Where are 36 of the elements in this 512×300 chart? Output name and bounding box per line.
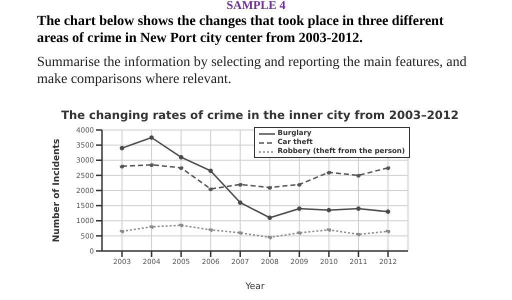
- y-axis-title: Number of Incidents: [52, 138, 62, 242]
- point: [356, 206, 361, 211]
- point: [326, 228, 332, 232]
- chart-title: The changing rates of crime in the inner city from 2003–2012: [60, 108, 460, 122]
- point: [149, 224, 154, 230]
- point: [268, 235, 272, 240]
- point: [326, 170, 332, 175]
- text: The chart below shows the changes that took place in three different areas of crime in New Port city center from 2003-2012.: [37, 13, 445, 47]
- text: SAMPLE 4: [225, 0, 286, 12]
- point: [297, 230, 302, 236]
- point: [208, 186, 213, 192]
- point: [356, 173, 361, 178]
- point: [120, 164, 124, 169]
- text: Summarise the information by selecting and reporting the main features, and make comparisons where relevant.: [37, 54, 468, 88]
- point: [208, 228, 213, 232]
- x-axis-title: Year: [244, 282, 265, 292]
- point: [297, 206, 302, 211]
- point: [297, 182, 302, 187]
- point: [149, 135, 154, 140]
- point: [386, 166, 390, 170]
- point: [149, 162, 154, 168]
- point: [120, 229, 124, 234]
- point: [178, 166, 184, 170]
- point: [238, 182, 242, 187]
- point: [238, 230, 242, 236]
- point: [386, 209, 390, 214]
- point: [208, 168, 213, 174]
- point: [386, 229, 390, 234]
- point: [120, 146, 124, 150]
- point: [178, 223, 184, 228]
- point: [268, 185, 272, 190]
- point: [238, 200, 242, 205]
- point: [268, 215, 272, 220]
- point: [178, 154, 184, 160]
- point: [356, 232, 361, 237]
- point: [326, 208, 332, 212]
